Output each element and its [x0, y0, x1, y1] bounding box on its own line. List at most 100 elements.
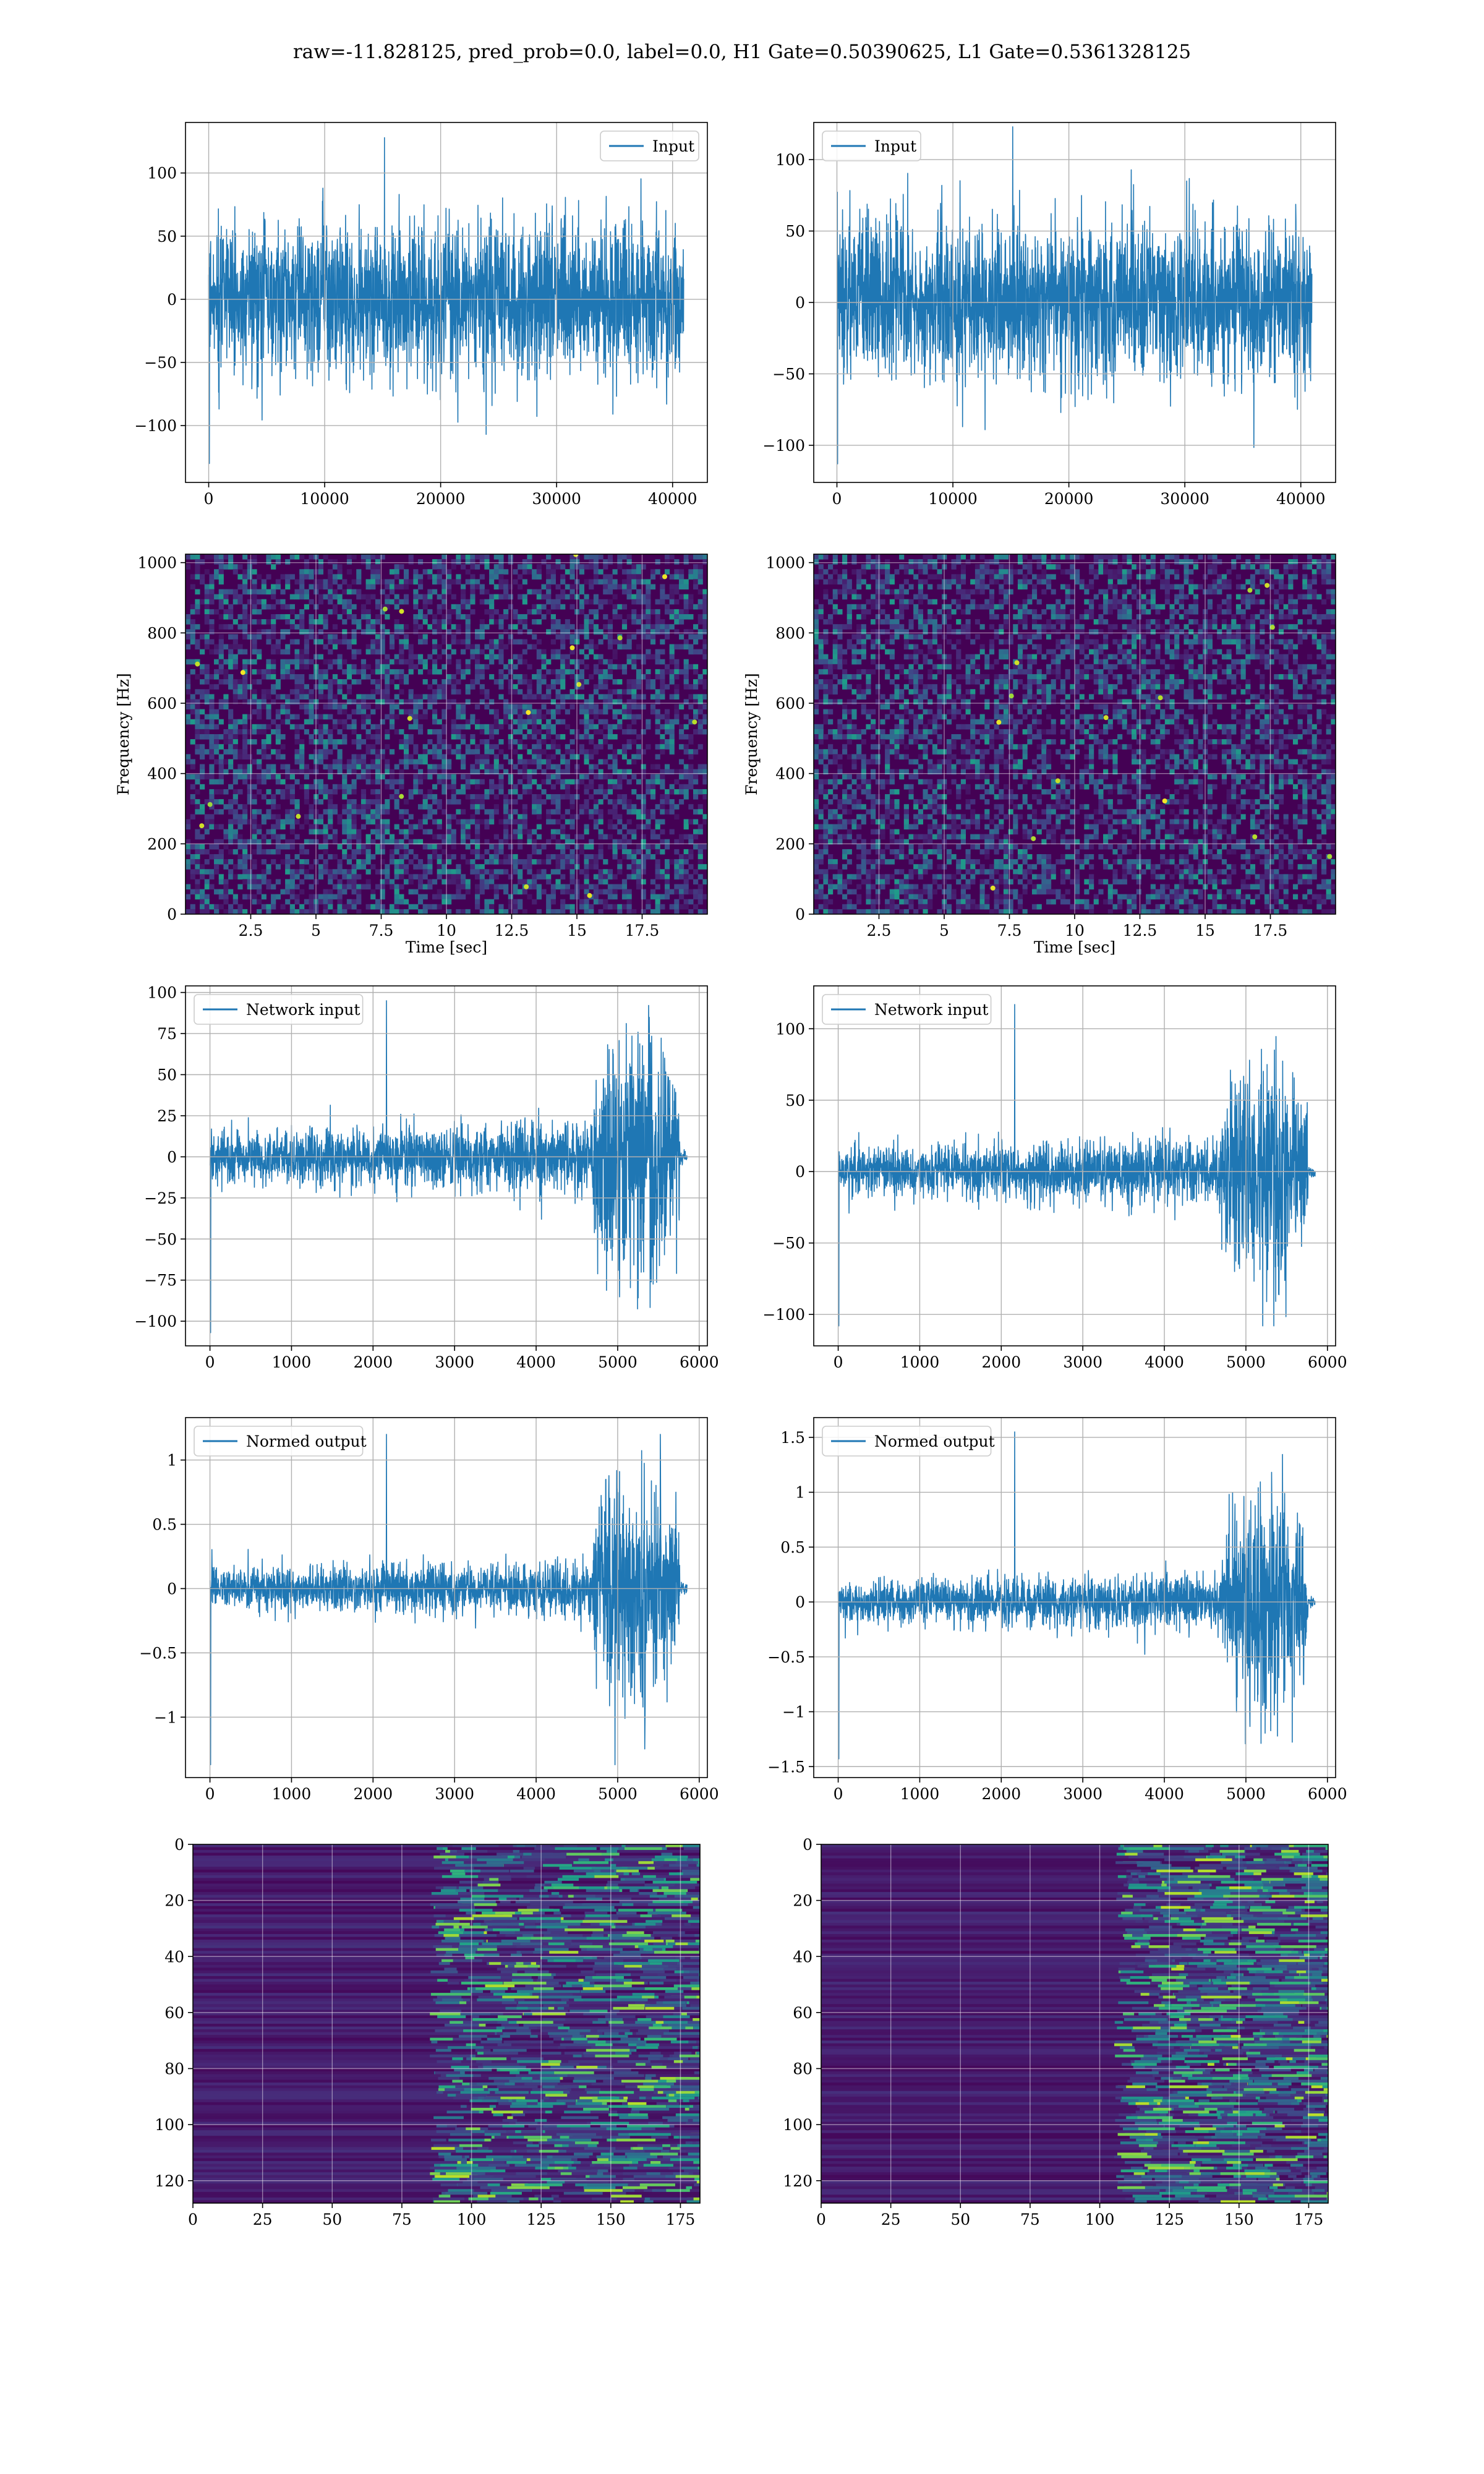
spectrogram-cell — [432, 879, 438, 884]
spectrogram-cell — [541, 654, 547, 660]
spectrogram-cell — [441, 864, 447, 870]
spectrogram-cell — [318, 714, 324, 720]
spectrogram-cell — [607, 874, 613, 880]
legend-box — [600, 131, 699, 161]
spectrogram-cell — [508, 894, 513, 900]
spectrogram-cell — [569, 704, 575, 710]
spectrogram-cell — [380, 634, 385, 640]
spectrogram-cell — [536, 679, 542, 685]
spectrogram-cell — [1288, 574, 1294, 580]
spectrogram-cell — [1093, 554, 1099, 560]
spectrogram-cell — [261, 724, 267, 730]
spectrogram-cell — [228, 744, 234, 750]
spectrogram-cell — [1107, 604, 1113, 610]
spectrogram-cell — [375, 554, 381, 560]
spectrogram-cell — [636, 779, 642, 785]
spectrogram-cell — [617, 614, 623, 620]
spectrogram-cell — [1065, 554, 1070, 560]
spectrogram-cell — [252, 569, 257, 575]
spectrogram-cell — [589, 754, 594, 760]
spectrogram-cell — [370, 734, 376, 740]
spectrogram-cell — [252, 609, 257, 615]
spectrogram-cell — [257, 649, 262, 655]
spectrogram-cell — [451, 684, 456, 690]
spectrogram-cell — [1221, 579, 1227, 584]
spectrogram-cell — [285, 719, 291, 725]
spectrogram-cell — [503, 714, 509, 720]
spectrogram-cell — [446, 614, 452, 620]
spectrogram-cell — [555, 829, 561, 835]
spectrogram-cell — [422, 659, 428, 665]
spectrogram-cell — [674, 849, 680, 855]
spectrogram-cell — [1107, 584, 1113, 590]
spectrogram-cell — [323, 744, 328, 750]
spectrogram-cell — [626, 634, 632, 640]
spectrogram-cell — [195, 674, 200, 680]
spectrogram-cell — [432, 834, 438, 840]
spectrogram-cell — [532, 874, 537, 880]
spectrogram-cell — [242, 879, 248, 884]
spectrogram-cell — [697, 854, 703, 860]
spectrogram-cell — [697, 629, 703, 635]
spectrogram-cell — [337, 784, 343, 790]
spectrogram-cell — [275, 844, 281, 850]
spectrogram-cell — [441, 744, 447, 750]
spectrogram-hotspot — [587, 892, 592, 898]
spectrogram-cell — [593, 789, 599, 795]
spectrogram-cell — [1051, 609, 1056, 615]
spectrogram-cell — [403, 699, 409, 704]
spectrogram-cell — [318, 559, 324, 565]
spectrogram-cell — [593, 564, 599, 570]
spectrogram-cell — [456, 744, 461, 750]
spectrogram-cell — [399, 814, 404, 820]
spectrogram-cell — [304, 629, 309, 635]
spectrogram-cell — [261, 849, 267, 855]
spectrogram-cell — [427, 904, 433, 910]
spectrogram-cell — [380, 629, 385, 635]
spectrogram-cell — [413, 604, 419, 610]
spectrogram-cell — [1255, 599, 1260, 605]
spectrogram-cell — [437, 844, 442, 850]
spectrogram-cell — [285, 574, 291, 580]
spectrogram-cell — [479, 559, 485, 565]
spectrogram-cell — [252, 589, 257, 595]
spectrogram-cell — [1117, 604, 1123, 610]
spectrogram-cell — [394, 629, 399, 635]
spectrogram-cell — [337, 909, 343, 914]
spectrogram-cell — [289, 574, 295, 580]
spectrogram-cell — [337, 739, 343, 745]
spectrogram-cell — [399, 854, 404, 860]
spectrogram-cell — [598, 739, 603, 745]
spectrogram-cell — [408, 879, 414, 884]
spectrogram-cell — [451, 624, 456, 630]
spectrogram-cell — [346, 854, 352, 860]
spectrogram-cell — [1089, 609, 1094, 615]
spectrogram-cell — [522, 829, 527, 835]
spectrogram-cell — [565, 784, 570, 790]
spectrogram-cell — [437, 869, 442, 875]
spectrogram-cell — [465, 774, 471, 780]
spectrogram-cell — [669, 644, 675, 650]
spectrogram-cell — [432, 564, 438, 570]
spectrogram-cell — [1136, 599, 1141, 605]
spectrogram-cell — [612, 784, 618, 790]
spectrogram-cell — [565, 749, 570, 755]
spectrogram-cell — [646, 844, 651, 850]
spectrogram-cell — [261, 859, 267, 865]
spectrogram-cell — [257, 699, 262, 704]
spectrogram-cell — [437, 569, 442, 575]
spectrogram-cell — [342, 709, 348, 715]
spectrogram-cell — [1217, 579, 1222, 584]
spectrogram-cell — [546, 694, 552, 700]
spectrogram-cell — [289, 724, 295, 730]
spectrogram-cell — [328, 824, 333, 830]
spectrogram-cell — [612, 904, 618, 910]
spectrogram-cell — [603, 859, 608, 865]
spectrogram-cell — [328, 904, 333, 910]
spectrogram-cell — [589, 674, 594, 680]
spectrogram-cell — [664, 844, 670, 850]
spectrogram-cell — [214, 749, 220, 755]
spectrogram-cell — [518, 904, 523, 910]
spectrogram-cell — [223, 834, 229, 840]
spectrogram-cell — [451, 799, 456, 805]
